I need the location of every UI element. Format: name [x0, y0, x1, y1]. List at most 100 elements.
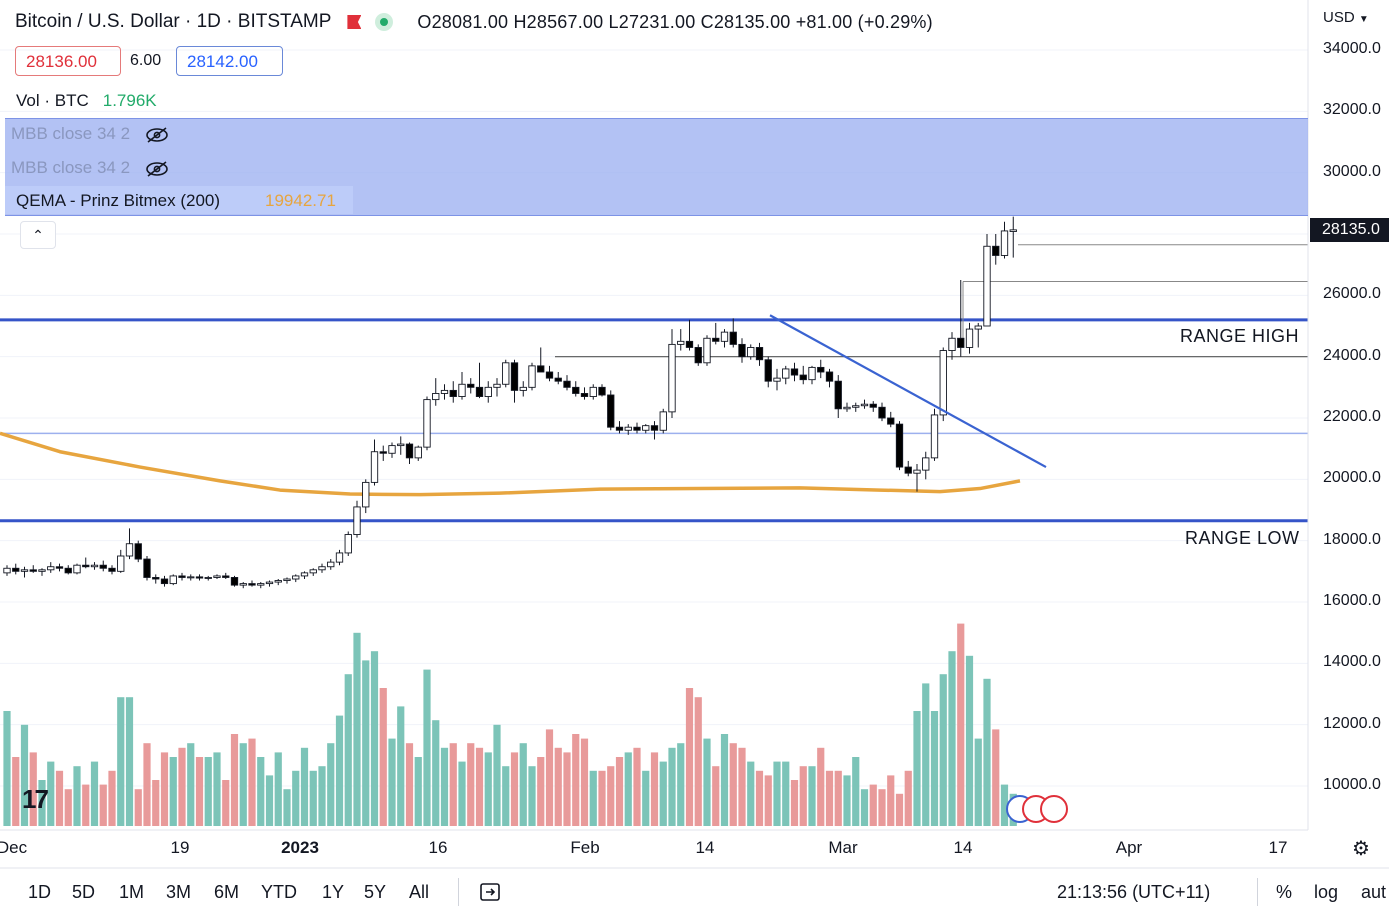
volume-bar — [817, 747, 825, 826]
eye-hidden-icon[interactable] — [145, 126, 169, 143]
price-tick-label: 14000.0 — [1323, 653, 1381, 671]
candle-body — [694, 347, 702, 364]
timeframe-button-all[interactable]: All — [409, 882, 430, 902]
candle-body — [467, 383, 475, 388]
range-low-label[interactable]: RANGE LOW — [1185, 527, 1300, 548]
candle-body — [764, 359, 772, 382]
volume-bar — [747, 761, 755, 826]
candle-body — [974, 325, 982, 330]
volume-bar — [537, 757, 545, 826]
candle-body — [388, 445, 396, 454]
volume-bar — [397, 706, 405, 826]
collapse-legend-button[interactable]: ⌃ — [20, 221, 56, 249]
volume-bar — [642, 770, 650, 826]
volume-bar — [248, 738, 256, 826]
candle-body — [90, 564, 99, 568]
candle-body — [475, 386, 484, 397]
buy-price-button[interactable]: 28142.00 — [176, 46, 283, 76]
gear-icon[interactable]: ⚙ — [1352, 838, 1370, 860]
volume-value: 1.796K — [102, 91, 157, 110]
volume-bar — [353, 632, 361, 826]
timeframe-button-1m[interactable]: 1M — [119, 882, 145, 902]
candle-body — [624, 426, 632, 431]
market-status-icon[interactable] — [375, 13, 394, 31]
candle-body — [650, 425, 659, 431]
indicator-qema[interactable]: QEMA - Prinz Bitmex (200) 19942.71 — [5, 186, 353, 214]
volume-bar — [370, 651, 379, 826]
time-tick-label: Dec — [0, 838, 28, 857]
timeframe-button-1d[interactable]: 1D — [28, 882, 52, 902]
volume-bar — [869, 784, 877, 826]
auto-toggle[interactable]: aut — [1361, 882, 1387, 902]
candle-body — [817, 366, 825, 373]
volume-bar — [108, 770, 116, 826]
candle-body — [213, 575, 221, 578]
candle-body — [222, 575, 230, 578]
volume-bar — [283, 789, 291, 826]
percent-toggle[interactable]: % — [1276, 882, 1293, 902]
range-high-label[interactable]: RANGE HIGH — [1180, 325, 1300, 346]
volume-bar — [388, 738, 396, 826]
candle-body — [432, 393, 440, 401]
price-tick-label: 24000.0 — [1323, 346, 1381, 364]
tradingview-logo[interactable]: 17 — [22, 784, 49, 814]
candle-body — [318, 566, 326, 571]
symbol-title[interactable]: Bitcoin / U.S. Dollar · 1D · BITSTAMP — [15, 11, 332, 32]
timeframe-button-5y[interactable]: 5Y — [364, 882, 387, 902]
candle-body — [965, 328, 974, 348]
log-toggle[interactable]: log — [1314, 882, 1339, 902]
timeframe-button-5d[interactable]: 5D — [72, 882, 96, 902]
volume-bar — [930, 711, 939, 826]
candle-body — [300, 572, 309, 577]
replay-icon[interactable] — [478, 880, 502, 904]
candle-body — [292, 575, 300, 580]
timeframe-button-ytd[interactable]: YTD — [261, 882, 297, 902]
clock-timezone[interactable]: 21:13:56 (UTC+11) — [1057, 882, 1211, 902]
candle-body — [712, 337, 720, 342]
currency-selector[interactable]: USD ▼ — [1323, 9, 1369, 26]
candle-body — [510, 362, 519, 391]
volume-bar — [440, 747, 449, 826]
volume-bar — [607, 766, 615, 826]
volume-bar — [423, 669, 431, 826]
volume-bar — [939, 674, 947, 826]
event-icon[interactable] — [1040, 795, 1068, 823]
time-tick-label: Mar — [828, 838, 858, 857]
candle-body — [230, 577, 239, 586]
candle-body — [957, 337, 965, 348]
volume-bar — [668, 747, 676, 826]
timeframe-button-3m[interactable]: 3M — [166, 882, 192, 902]
candle-body — [152, 577, 160, 580]
volume-legend[interactable]: Vol · BTC 1.796K — [16, 91, 157, 111]
toolbar-divider — [458, 878, 459, 906]
candle-body — [239, 583, 247, 586]
candle-body — [265, 581, 274, 585]
sell-price-button[interactable]: 28136.00 — [15, 46, 121, 76]
volume-bar — [799, 766, 807, 826]
indicator-mbb-2[interactable]: MBB close 34 2 — [11, 158, 169, 178]
candle-body — [659, 411, 667, 431]
candle-body — [519, 386, 527, 391]
symbol-header[interactable]: Bitcoin / U.S. Dollar · 1D · BITSTAMP O2… — [15, 11, 933, 33]
volume-bar — [677, 743, 685, 826]
candle-body — [108, 567, 116, 572]
candle-body — [677, 340, 685, 345]
volume-bar — [703, 738, 711, 826]
trendline-segment — [769, 314, 1047, 469]
volume-bar — [983, 678, 991, 826]
eye-hidden-icon[interactable] — [145, 160, 169, 177]
flag-icon[interactable] — [347, 15, 362, 29]
candle-body — [729, 331, 737, 345]
candle-body — [134, 543, 142, 560]
volume-bar — [300, 747, 309, 826]
ohlc-readout: O28081.00 H28567.00 L27231.00 C28135.00 … — [417, 11, 933, 32]
volume-bar — [773, 761, 781, 826]
volume-bar — [265, 775, 274, 826]
timeframe-button-6m[interactable]: 6M — [214, 882, 240, 902]
volume-bar — [318, 766, 326, 826]
volume-bar — [117, 697, 125, 826]
volume-bar — [974, 738, 982, 826]
timeframe-button-1y[interactable]: 1Y — [322, 882, 345, 902]
indicator-mbb-1[interactable]: MBB close 34 2 — [11, 124, 169, 144]
